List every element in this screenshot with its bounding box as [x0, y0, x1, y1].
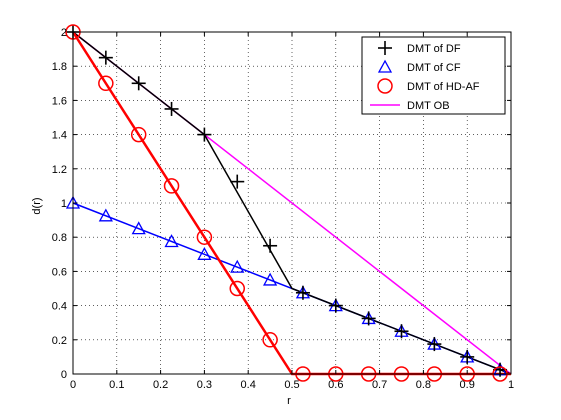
marker-triangle [230, 259, 245, 273]
marker-circle [130, 126, 147, 143]
marker-triangle [164, 234, 179, 248]
legend-entry: DMT of CF [377, 59, 461, 74]
x-tick-label: 0.5 [284, 379, 299, 391]
y-tick-label: 1.6 [52, 95, 67, 107]
y-tick-label: 0.8 [52, 232, 67, 244]
y-tick-label: 0.4 [52, 301, 67, 313]
marker-plus [394, 324, 409, 339]
x-tick-labels: 0 0.1 0.2 0.3 0.4 0.5 0.6 0.7 0.8 0.9 1 [70, 379, 514, 391]
legend-entry: DMT OB [370, 100, 450, 112]
marker-circle [262, 332, 278, 348]
y-tick-label: 0.2 [52, 335, 67, 347]
legend: DMT of DF DMT of CF DMT of HD-AF DMT OB [361, 36, 506, 115]
y-tick-label: 2 [61, 27, 67, 39]
y-axis-label: d(r) [31, 197, 43, 214]
y-tick-labels: 0 0.2 0.4 0.6 0.8 1 1.2 1.4 1.6 1.8 2 [52, 27, 67, 381]
legend-entry: DMT of DF [378, 41, 461, 55]
legend-swatch-circle [377, 78, 393, 94]
marker-plus [328, 298, 343, 313]
x-tick-label: 0.9 [460, 379, 475, 391]
marker-plus [164, 101, 179, 116]
marker-plus [263, 238, 278, 253]
y-tick-label: 1.8 [52, 61, 67, 73]
y-tick-label: 1.2 [52, 164, 67, 176]
legend-box [361, 36, 506, 115]
x-tick-label: 0 [70, 379, 76, 391]
marker-plus [98, 50, 113, 65]
marker-plus [427, 337, 442, 352]
legend-label: DMT of CF [407, 62, 461, 74]
legend-label: DMT of HD-AF [407, 81, 480, 93]
marker-triangle [131, 221, 146, 235]
marker-plus [197, 127, 212, 142]
y-tick-label: 1.4 [52, 130, 67, 142]
marker-plus [230, 174, 245, 189]
marker-circle [98, 75, 114, 92]
marker-triangle [197, 246, 212, 260]
x-axis-label: r [287, 395, 291, 407]
x-tick-label: 0.6 [328, 379, 343, 391]
x-tick-label: 0.2 [153, 379, 168, 391]
legend-entry: DMT of HD-AF [377, 78, 480, 94]
x-tick-label: 0.1 [109, 379, 124, 391]
y-tick-label: 1 [61, 198, 67, 210]
x-tick-label: 0.4 [241, 379, 256, 391]
x-tick-label: 1 [508, 379, 514, 391]
marker-circle [196, 229, 213, 245]
x-tick-label: 0.7 [372, 379, 387, 391]
marker-plus [361, 311, 376, 326]
x-tick-label: 0.8 [416, 379, 431, 391]
legend-label: DMT OB [407, 100, 450, 112]
legend-swatch-triangle [377, 59, 393, 73]
marker-triangle [263, 272, 278, 286]
marker-plus [295, 285, 310, 300]
marker-triangle [98, 208, 113, 222]
marker-plus [460, 349, 475, 364]
y-tick-label: 0 [61, 369, 67, 381]
marker-plus [131, 76, 146, 91]
marker-circle [163, 178, 180, 194]
ticks [72, 31, 512, 375]
marker-circle [229, 280, 245, 297]
legend-label: DMT of DF [407, 43, 461, 55]
legend-swatch-plus [378, 41, 392, 55]
y-tick-label: 0.6 [52, 266, 67, 278]
x-tick-label: 0.3 [197, 379, 212, 391]
